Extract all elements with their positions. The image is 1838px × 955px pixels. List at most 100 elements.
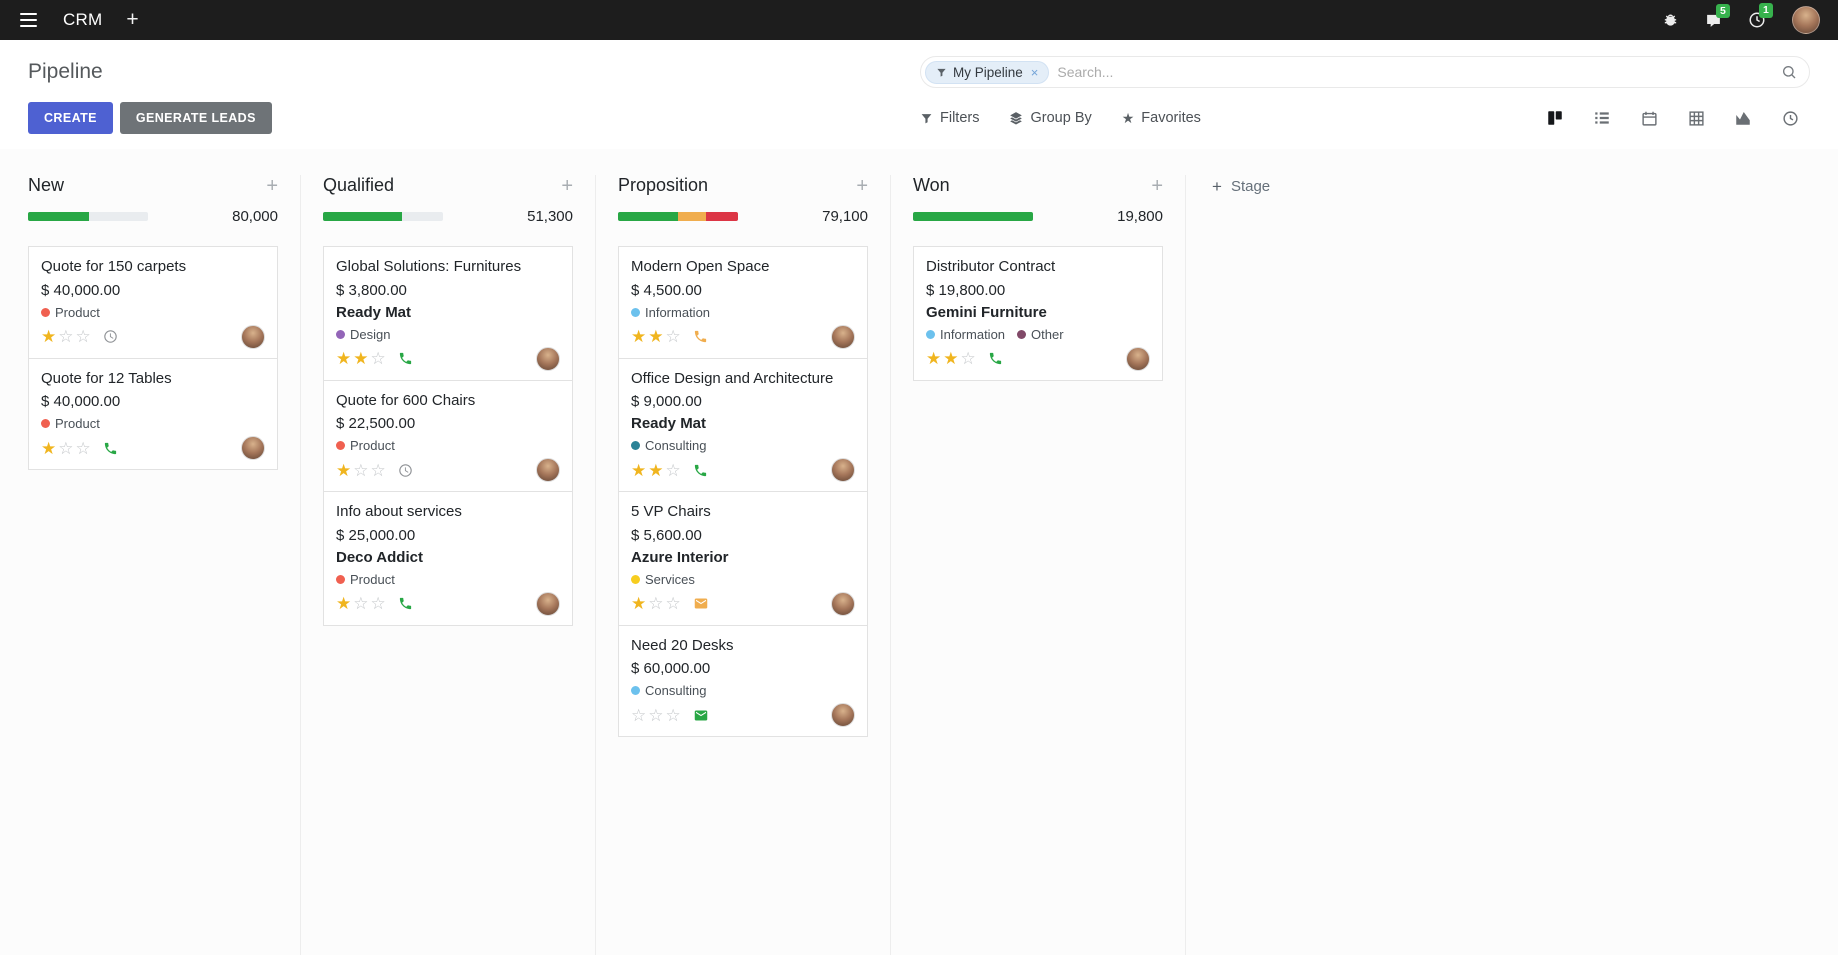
quick-create-icon[interactable]: + xyxy=(856,174,868,197)
progress-segment[interactable] xyxy=(678,212,706,221)
phone-icon[interactable] xyxy=(398,596,413,611)
bug-icon[interactable] xyxy=(1662,12,1679,29)
avatar[interactable] xyxy=(241,324,265,349)
progress-segment[interactable] xyxy=(913,212,1033,221)
favorites-button[interactable]: ★ Favorites xyxy=(1122,110,1201,126)
generate-leads-button[interactable]: GENERATE LEADS xyxy=(119,102,272,134)
kanban-card[interactable]: Global Solutions: Furnitures $ 3,800.00 … xyxy=(323,246,573,381)
clock-icon[interactable] xyxy=(103,329,118,344)
card-tags: Services xyxy=(631,572,855,587)
search-options: Filters Group By ★ Favorites xyxy=(920,110,1201,126)
messages-icon[interactable]: 5 xyxy=(1705,3,1730,29)
quick-create-icon[interactable]: + xyxy=(561,174,573,197)
progress-segment[interactable] xyxy=(323,212,403,221)
quick-create-icon[interactable]: + xyxy=(266,174,278,197)
avatar[interactable] xyxy=(831,458,855,482)
priority-stars[interactable]: ★★☆ xyxy=(631,460,683,480)
priority-stars[interactable]: ★★☆ xyxy=(631,327,683,346)
view-kanban-button[interactable] xyxy=(1535,101,1575,135)
phone-icon[interactable] xyxy=(693,329,708,344)
avatar[interactable] xyxy=(536,346,560,371)
card-tags: Information Other xyxy=(926,327,1150,342)
avatar[interactable] xyxy=(241,436,265,460)
priority-stars[interactable]: ★☆☆ xyxy=(41,438,93,458)
phone-icon[interactable] xyxy=(693,463,708,478)
kanban-card[interactable]: Need 20 Desks $ 60,000.00 Consulting ☆☆☆ xyxy=(618,624,868,737)
filters-button[interactable]: Filters xyxy=(920,110,979,126)
kanban-card[interactable]: Quote for 12 Tables $ 40,000.00 Product … xyxy=(28,357,278,470)
control-panel: Pipeline My Pipeline × CREATE GENERATE L… xyxy=(0,40,1838,149)
create-button[interactable]: CREATE xyxy=(28,102,113,134)
tag-label: Product xyxy=(350,571,395,587)
menu-icon[interactable] xyxy=(18,9,39,31)
tag: Product xyxy=(336,572,395,587)
column-progressbar[interactable] xyxy=(323,212,443,221)
priority-stars[interactable]: ★☆☆ xyxy=(41,327,93,346)
phone-icon[interactable] xyxy=(103,441,118,456)
kanban-card[interactable]: Info about services $ 25,000.00 Deco Add… xyxy=(323,491,573,626)
column-progressbar[interactable] xyxy=(618,212,738,221)
priority-stars[interactable]: ★★☆ xyxy=(336,349,388,368)
avatar[interactable] xyxy=(1126,346,1150,371)
plus-icon[interactable]: + xyxy=(126,8,139,32)
card-amount: $ 40,000.00 xyxy=(41,393,121,410)
activities-icon[interactable]: 1 xyxy=(1748,3,1773,29)
avatar[interactable] xyxy=(831,703,855,727)
priority-stars[interactable]: ★☆☆ xyxy=(336,460,388,480)
kanban-card[interactable]: Quote for 600 Chairs $ 22,500.00 Product… xyxy=(323,379,573,492)
facet-remove-icon[interactable]: × xyxy=(1030,64,1039,80)
progress-segment[interactable] xyxy=(705,212,738,221)
card-title: Quote for 600 Chairs xyxy=(336,391,476,409)
user-avatar[interactable] xyxy=(1792,6,1820,34)
group-by-button[interactable]: Group By xyxy=(1009,110,1092,126)
search-icon[interactable] xyxy=(1781,64,1797,80)
priority-stars[interactable]: ★☆☆ xyxy=(631,594,683,613)
kanban-card[interactable]: Office Design and Architecture $ 9,000.0… xyxy=(618,357,868,492)
column-total: 19,800 xyxy=(1117,208,1163,225)
column-progressbar[interactable] xyxy=(28,212,148,221)
view-pivot-button[interactable] xyxy=(1676,101,1716,135)
topbar: CRM + 5 1 xyxy=(0,0,1838,40)
priority-stars[interactable]: ★☆☆ xyxy=(336,594,388,613)
view-activity-button[interactable] xyxy=(1770,101,1810,135)
view-calendar-button[interactable] xyxy=(1629,101,1669,135)
phone-icon[interactable] xyxy=(398,351,413,366)
phone-icon[interactable] xyxy=(988,351,1003,366)
column-progressbar[interactable] xyxy=(913,212,1033,221)
card-tags: Consulting xyxy=(631,683,855,698)
list-view-icon xyxy=(1595,112,1609,124)
email-icon[interactable] xyxy=(693,708,709,723)
quick-create-icon[interactable]: + xyxy=(1151,174,1163,197)
priority-stars[interactable]: ☆☆☆ xyxy=(631,705,683,725)
tag-label: Design xyxy=(350,326,391,342)
avatar[interactable] xyxy=(536,591,560,616)
clock-icon[interactable] xyxy=(398,463,413,478)
avatar[interactable] xyxy=(831,591,855,616)
search-input[interactable] xyxy=(1057,64,1773,80)
column-total: 80,000 xyxy=(232,208,278,225)
card-amount: $ 40,000.00 xyxy=(41,281,121,299)
priority-stars[interactable]: ★★☆ xyxy=(926,349,978,368)
view-list-button[interactable] xyxy=(1582,101,1622,135)
progress-segment[interactable] xyxy=(618,212,678,221)
kanban-card[interactable]: Distributor Contract $ 19,800.00 Gemini … xyxy=(913,246,1163,381)
card-title: Info about services xyxy=(336,503,462,520)
search-bar[interactable]: My Pipeline × xyxy=(920,56,1810,88)
kanban-card[interactable]: 5 VP Chairs $ 5,600.00 Azure Interior Se… xyxy=(618,491,868,626)
add-stage-button[interactable]: + Stage xyxy=(1212,178,1270,195)
tag: Services xyxy=(631,572,695,587)
view-graph-button[interactable] xyxy=(1723,101,1763,135)
card-tags: Information xyxy=(631,305,855,320)
kanban-card[interactable]: Modern Open Space $ 4,500.00 Information… xyxy=(618,246,868,359)
tag: Information xyxy=(631,305,710,320)
progress-segment[interactable] xyxy=(28,212,90,221)
calendar-view-icon xyxy=(1641,111,1657,126)
avatar[interactable] xyxy=(536,458,560,482)
email-icon[interactable] xyxy=(693,596,709,611)
filters-label: Filters xyxy=(940,110,980,126)
app-name[interactable]: CRM xyxy=(63,9,103,29)
avatar[interactable] xyxy=(831,324,855,349)
card-tags: Consulting xyxy=(631,438,855,453)
kanban-card[interactable]: Quote for 150 carpets $ 40,000.00 Produc… xyxy=(28,246,278,359)
tag-label: Product xyxy=(55,304,100,320)
